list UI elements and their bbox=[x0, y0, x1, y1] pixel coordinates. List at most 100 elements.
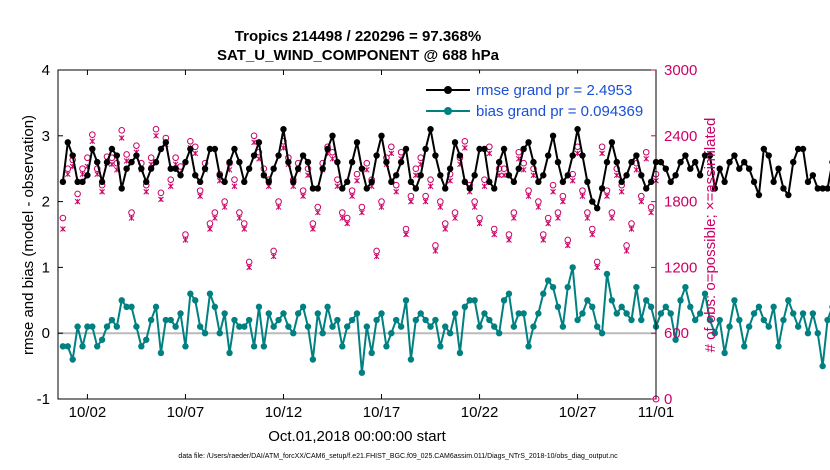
possible-obs-point bbox=[231, 176, 238, 183]
assimilated-obs-point bbox=[442, 226, 449, 232]
possible-obs-point bbox=[152, 125, 160, 133]
assimilated-obs-point bbox=[412, 172, 419, 179]
y-right-tick-label: 1800 bbox=[664, 194, 697, 211]
bias-point bbox=[250, 343, 258, 350]
possible-obs-point bbox=[647, 203, 655, 211]
assimilated-obs-point bbox=[182, 237, 189, 243]
rmse-point bbox=[437, 172, 444, 179]
bias-point bbox=[589, 303, 596, 311]
rmse-point bbox=[446, 165, 454, 172]
assimilated-obs-point bbox=[643, 155, 650, 162]
bias-point bbox=[667, 310, 674, 317]
bias-point bbox=[427, 323, 434, 330]
bias-point bbox=[299, 303, 307, 311]
rmse-point bbox=[245, 165, 253, 172]
possible-obs-point bbox=[221, 198, 228, 205]
assimilated-obs-point bbox=[471, 204, 478, 210]
assimilated-obs-point bbox=[609, 215, 615, 221]
bias-point bbox=[544, 277, 552, 284]
possible-obs-point bbox=[240, 220, 248, 227]
bias-point bbox=[309, 356, 317, 363]
rmse-point bbox=[294, 165, 302, 172]
possible-obs-point bbox=[338, 209, 346, 216]
rmse-point bbox=[241, 178, 248, 186]
rmse-point bbox=[618, 178, 625, 186]
bias-point bbox=[260, 343, 268, 350]
rmse-point bbox=[79, 178, 86, 186]
rmse-point bbox=[770, 178, 777, 186]
rmse-point bbox=[231, 145, 238, 153]
rmse-point bbox=[157, 145, 165, 153]
rmse-point bbox=[510, 178, 518, 186]
possible-obs-point bbox=[535, 198, 542, 205]
bias-point bbox=[804, 330, 812, 337]
assimilated-obs-point bbox=[158, 196, 164, 203]
assimilated-obs-point bbox=[540, 237, 547, 243]
rmse-point bbox=[280, 126, 287, 133]
bias-point bbox=[432, 316, 439, 324]
possible-obs-point bbox=[343, 214, 351, 222]
rmse-point bbox=[461, 178, 469, 186]
legend: rmse grand pr = 2.4953 bias grand pr = 0… bbox=[419, 73, 651, 123]
bias-point bbox=[579, 310, 586, 317]
possible-obs-point bbox=[388, 143, 395, 151]
bias-point bbox=[319, 330, 326, 337]
rmse-point bbox=[662, 165, 670, 172]
assimilated-obs-point bbox=[109, 161, 115, 168]
bias-point bbox=[196, 323, 204, 330]
bias-point bbox=[59, 343, 67, 350]
possible-obs-point bbox=[437, 198, 444, 205]
bias-point bbox=[495, 330, 503, 337]
bias-point bbox=[339, 343, 346, 350]
assimilated-obs-point bbox=[314, 209, 321, 216]
rmse-point bbox=[456, 152, 464, 159]
assimilated-obs-point bbox=[153, 132, 159, 139]
possible-obs-point bbox=[505, 231, 513, 238]
bias-point bbox=[500, 297, 508, 304]
rmse-point bbox=[525, 139, 532, 146]
rmse-point bbox=[177, 172, 184, 179]
bias-point bbox=[584, 297, 591, 304]
rmse-point bbox=[167, 165, 174, 172]
rmse-point bbox=[559, 178, 567, 186]
bias-point bbox=[451, 310, 459, 317]
assimilated-obs-point bbox=[403, 231, 409, 238]
bias-point bbox=[231, 316, 238, 324]
bias-point bbox=[790, 310, 797, 317]
bias-point bbox=[662, 303, 670, 311]
possible-obs-point bbox=[422, 192, 429, 200]
bias-point bbox=[525, 343, 532, 350]
rmse-point bbox=[221, 178, 228, 186]
rmse-point bbox=[417, 172, 424, 179]
rmse-point bbox=[108, 145, 116, 153]
assimilated-obs-point bbox=[589, 231, 596, 238]
bias-point bbox=[236, 323, 243, 330]
bias-point bbox=[417, 310, 424, 317]
rmse-point bbox=[755, 191, 763, 199]
rmse-point bbox=[422, 145, 429, 153]
assimilated-obs-point bbox=[349, 193, 355, 199]
rmse-point bbox=[402, 145, 410, 153]
rmse-point bbox=[255, 139, 263, 146]
rmse-point bbox=[299, 152, 307, 159]
possible-obs-point bbox=[441, 220, 449, 227]
rmse-point bbox=[790, 158, 797, 166]
rmse-point bbox=[824, 185, 830, 192]
bias-point bbox=[265, 310, 272, 317]
possible-obs-point bbox=[642, 148, 650, 156]
bias-point bbox=[216, 330, 223, 337]
rmse-point bbox=[780, 185, 787, 192]
bias-point bbox=[255, 303, 263, 311]
rmse-point bbox=[579, 152, 586, 159]
assimilated-obs-point bbox=[510, 215, 517, 221]
possible-obs-point bbox=[59, 214, 67, 222]
bias-point bbox=[775, 343, 782, 350]
assimilated-obs-point bbox=[574, 150, 581, 157]
rmse-point bbox=[407, 178, 415, 186]
bias-point bbox=[177, 310, 184, 317]
y-axis-label: rmse and bias (model - observation) bbox=[20, 115, 37, 355]
bias-point bbox=[388, 330, 395, 337]
assimilated-obs-point bbox=[192, 150, 199, 157]
bias-point bbox=[613, 310, 620, 317]
bias-point bbox=[329, 323, 336, 330]
